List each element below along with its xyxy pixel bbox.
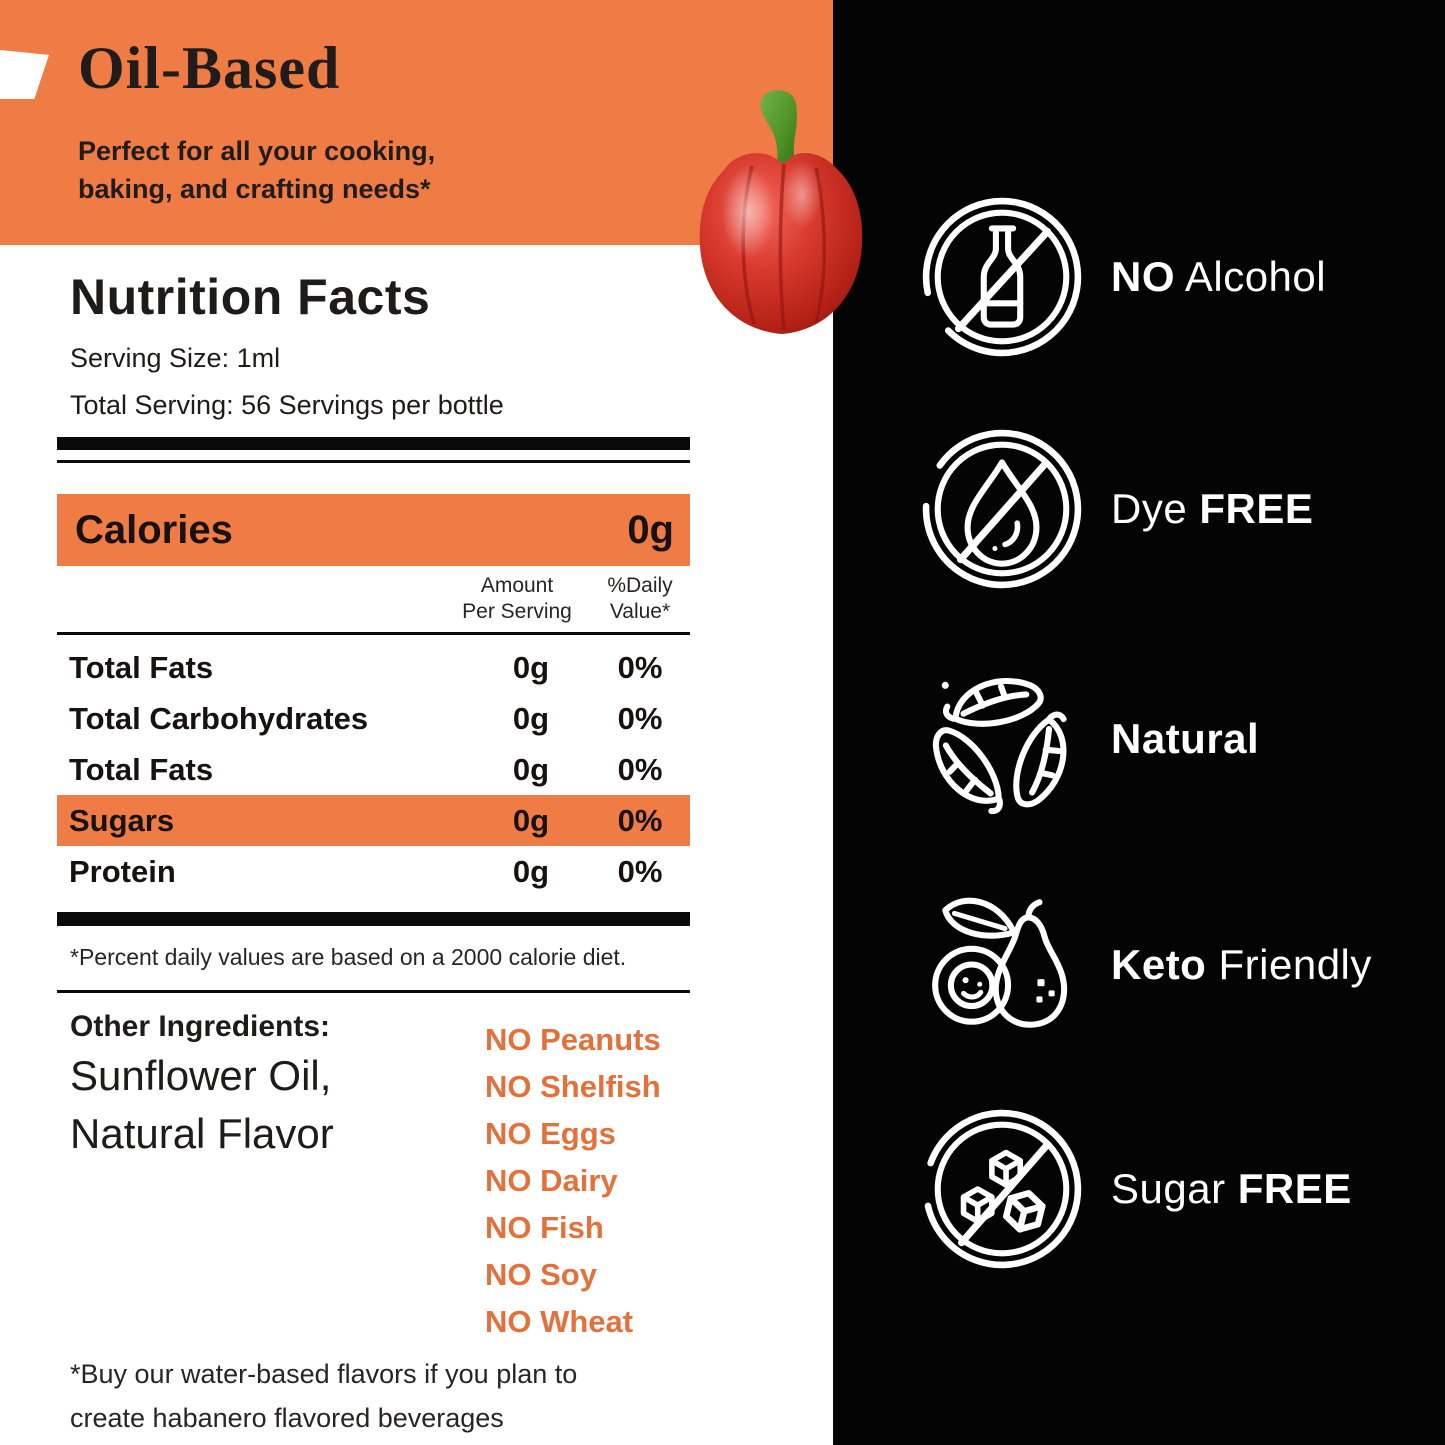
badge-label-regular: Alcohol bbox=[1175, 253, 1327, 300]
row-daily-value: 0% bbox=[617, 751, 663, 787]
row-amount: 0g bbox=[512, 802, 550, 838]
list-item: NO Peanuts bbox=[485, 1022, 661, 1057]
list-item: NO Eggs bbox=[485, 1116, 616, 1151]
amount-header-line2: Per Serving bbox=[462, 600, 572, 623]
table-row: Protein 0g 0% bbox=[57, 846, 690, 897]
badge-keto-friendly: Keto Friendly bbox=[921, 884, 1372, 1046]
list-item: NO Wheat bbox=[485, 1304, 634, 1339]
table-row: Total Fats 0g 0% bbox=[57, 642, 690, 693]
row-daily-value: 0% bbox=[617, 853, 663, 889]
table-row: Total Fats 0g 0% bbox=[57, 744, 690, 795]
badge-label-regular: Dye bbox=[1111, 485, 1188, 532]
daily-header-line1: %Daily bbox=[607, 574, 673, 597]
badge-label: Keto Friendly bbox=[1111, 941, 1372, 989]
allergen-free-list: NO Peanuts NO Shelfish NO Eggs NO Dairy … bbox=[485, 1016, 661, 1345]
table-row-sugars-highlighted: Sugars 0g 0% bbox=[57, 795, 690, 846]
nutrition-facts-title: Nutrition Facts bbox=[70, 269, 431, 325]
benefits-panel: NO Alcohol Dye FREE bbox=[833, 0, 1445, 1445]
list-item: NO Soy bbox=[485, 1257, 597, 1292]
row-name: Total Fats bbox=[69, 649, 214, 685]
banner-notch-shape bbox=[0, 50, 49, 99]
row-amount: 0g bbox=[512, 751, 550, 787]
list-item: NO Dairy bbox=[485, 1163, 618, 1198]
keto-avocado-icon bbox=[932, 897, 1068, 1028]
calories-row: Calories 0g bbox=[57, 494, 690, 566]
badge-label-bold: Keto bbox=[1111, 941, 1207, 988]
badge-label: Dye FREE bbox=[1111, 485, 1313, 533]
row-daily-value: 0% bbox=[617, 700, 663, 736]
badge-no-alcohol: NO Alcohol bbox=[921, 196, 1326, 358]
divider-thin bbox=[57, 460, 690, 463]
banner-subtitle-line2: baking, and crafting needs* bbox=[78, 174, 431, 204]
row-daily-value: 0% bbox=[617, 649, 663, 685]
banner-subtitle-line1: Perfect for all your cooking, bbox=[78, 136, 436, 166]
water-based-footnote: *Buy our water-based flavors if you plan… bbox=[70, 1359, 578, 1433]
row-name: Sugars bbox=[69, 802, 175, 838]
row-name: Total Carbohydrates bbox=[69, 700, 369, 736]
badge-label: Natural bbox=[1111, 715, 1259, 763]
list-item: NO Shelfish bbox=[485, 1069, 661, 1104]
natural-leaves-icon bbox=[921, 658, 1083, 820]
banner-subtitle: Perfect for all your cooking, baking, an… bbox=[78, 132, 435, 208]
row-name: Total Fats bbox=[69, 751, 214, 787]
table-row: Total Carbohydrates 0g 0% bbox=[57, 693, 690, 744]
no-alcohol-icon bbox=[922, 197, 1082, 357]
badge-natural: Natural bbox=[921, 658, 1259, 820]
badge-sugar-free: Sugar FREE bbox=[921, 1108, 1352, 1270]
calories-value: 0g bbox=[627, 507, 674, 552]
daily-value-header: %Daily Value* bbox=[590, 573, 690, 625]
badge-label: Sugar FREE bbox=[1111, 1165, 1352, 1213]
red-habanero-pepper-image bbox=[699, 90, 863, 334]
amount-per-serving-header: Amount Per Serving bbox=[444, 573, 590, 625]
amount-header-line1: Amount bbox=[480, 574, 554, 597]
percent-daily-footnote: *Percent daily values are based on a 200… bbox=[70, 944, 627, 970]
row-amount: 0g bbox=[512, 649, 550, 685]
divider-thin bbox=[57, 632, 690, 635]
badge-dye-free: Dye FREE bbox=[921, 428, 1313, 590]
divider-thick bbox=[57, 912, 690, 926]
row-daily-value: 0% bbox=[617, 802, 663, 838]
divider-thin bbox=[57, 990, 690, 993]
total-serving-text: Total Serving: 56 Servings per bottle bbox=[70, 390, 504, 420]
other-ingredients-label: Other Ingredients: bbox=[70, 1010, 331, 1043]
row-amount: 0g bbox=[512, 700, 550, 736]
page-title: Oil-Based bbox=[78, 35, 341, 101]
badge-label-bold: FREE bbox=[1225, 1165, 1352, 1212]
nutrition-table: Total Fats 0g 0% Total Carbohydrates 0g … bbox=[57, 642, 690, 897]
badge-label-bold: FREE bbox=[1187, 485, 1314, 532]
sugar-free-icon bbox=[922, 1109, 1082, 1269]
list-item: NO Fish bbox=[485, 1210, 604, 1245]
calories-label: Calories bbox=[75, 507, 233, 552]
badge-label-bold: NO bbox=[1111, 253, 1175, 300]
ingredient-line2: Natural Flavor bbox=[70, 1110, 334, 1157]
badge-label-bold: Natural bbox=[1111, 715, 1260, 762]
badge-label: NO Alcohol bbox=[1111, 253, 1326, 301]
dye-free-icon bbox=[922, 429, 1082, 589]
badge-label-regular: Friendly bbox=[1206, 941, 1372, 988]
divider-thick bbox=[57, 437, 690, 450]
badge-label-regular: Sugar bbox=[1111, 1165, 1226, 1212]
serving-size-text: Serving Size: 1ml bbox=[70, 343, 281, 373]
header-banner: Oil-Based Perfect for all your cooking, … bbox=[0, 0, 833, 245]
row-amount: 0g bbox=[512, 853, 550, 889]
row-name: Protein bbox=[69, 853, 176, 889]
table-column-headers: Amount Per Serving %Daily Value* bbox=[57, 573, 690, 625]
ingredient-line1: Sunflower Oil, bbox=[70, 1052, 332, 1099]
daily-header-line2: Value* bbox=[609, 600, 671, 623]
